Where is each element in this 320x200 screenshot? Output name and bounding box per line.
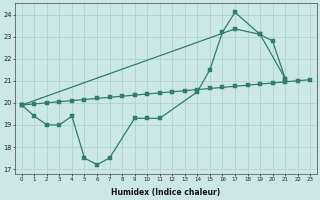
X-axis label: Humidex (Indice chaleur): Humidex (Indice chaleur): [111, 188, 220, 197]
